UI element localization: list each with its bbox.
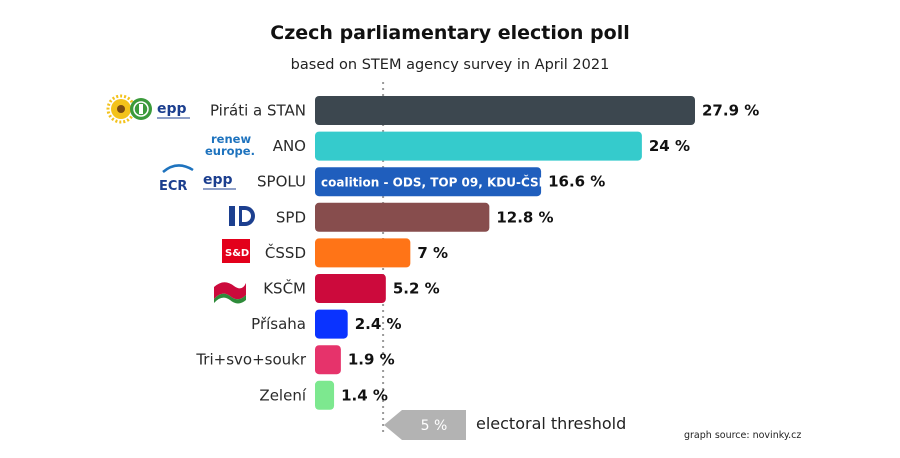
bar-tri-svo-soukr	[315, 345, 341, 375]
ecr-logo: ECR	[159, 164, 194, 194]
gue-ngl-flag-icon	[214, 282, 246, 304]
chart-subtitle: based on STEM agency survey in April 202…	[290, 57, 610, 73]
bar-kscm	[315, 274, 386, 303]
value-label-spolu: 16.6 %	[548, 173, 605, 191]
svg-text:europe.: europe.	[205, 144, 255, 158]
category-label-kscm: KSČM	[263, 279, 306, 298]
value-label-pirati-a-stan: 27.9 %	[702, 102, 759, 120]
category-label-pirati-a-stan: Piráti a STAN	[210, 102, 306, 120]
renew-europe-logo: renew europe.	[205, 132, 255, 158]
value-label-spd: 12.8 %	[496, 208, 553, 226]
sd-logo: S&D	[222, 239, 250, 263]
svg-text:S&D: S&D	[225, 248, 249, 259]
bar-cssd	[315, 238, 411, 268]
bar-prisaha	[315, 309, 348, 339]
category-labels: Piráti a STAN ANO SPOLU SPD ČSSD KSČM Přísaha T…	[195, 102, 306, 405]
value-label-tri-svo-soukr: 1.9 %	[348, 351, 395, 369]
svg-text:epp: epp	[157, 101, 187, 117]
epp-logo: epp	[203, 172, 236, 190]
value-label-cssd: 7 %	[417, 244, 448, 262]
bar-pirati-a-stan	[315, 96, 695, 125]
category-label-ano: ANO	[273, 137, 306, 155]
value-label-zeleni: 1.4 %	[341, 386, 388, 404]
category-label-zeleni: Zelení	[259, 386, 306, 404]
svg-text:epp: epp	[203, 172, 233, 188]
svg-text:ECR: ECR	[159, 179, 187, 194]
bar-zeleni	[315, 380, 335, 410]
bar-spd	[315, 202, 490, 232]
eu-flag-icon	[130, 98, 152, 120]
threshold-value-label: 5 %	[421, 418, 448, 434]
chart-title: Czech parliamentary election poll	[270, 22, 630, 44]
threshold-label: electoral threshold	[476, 414, 627, 433]
category-label-spd: SPD	[276, 208, 306, 226]
id-group-logo	[229, 206, 255, 226]
threshold-badge: 5 %	[384, 410, 466, 440]
epp-logo: epp	[157, 101, 190, 119]
value-labels: 27.9 % 24 % 16.6 % 12.8 % 7 % 5.2 % 2.4 % 1.9 %…	[341, 102, 759, 405]
category-label-tri-svo-soukr: Tri+svo+soukr	[195, 351, 306, 369]
value-label-kscm: 5.2 %	[393, 280, 440, 298]
category-label-spolu: SPOLU	[257, 173, 306, 191]
value-label-ano: 24 %	[649, 137, 690, 155]
bar-annotation-spolu: coalition - ODS, TOP 09, KDU-ČSL	[321, 175, 547, 190]
graph-source: graph source: novinky.cz	[684, 430, 802, 441]
bar-ano	[315, 131, 642, 161]
value-label-prisaha: 2.4 %	[355, 315, 402, 333]
category-label-prisaha: Přísaha	[251, 315, 306, 333]
bar-spolu	[315, 167, 542, 197]
svg-text:renew: renew	[211, 132, 251, 146]
category-label-cssd: ČSSD	[265, 243, 306, 262]
bars-layer: coalition - ODS, TOP 09, KDU-ČSL	[315, 96, 695, 410]
